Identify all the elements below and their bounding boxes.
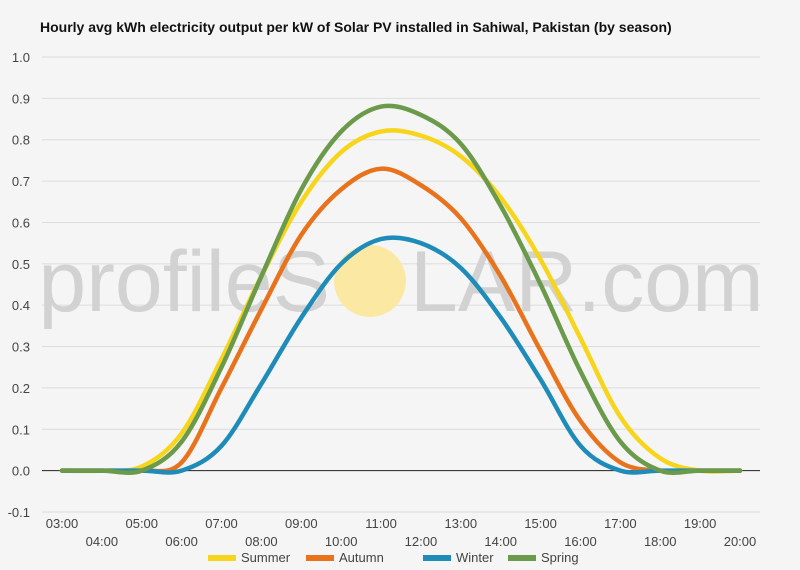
- series-line-winter: [59, 235, 743, 475]
- legend-label: Summer: [241, 550, 291, 565]
- x-tick-label: 19:00: [684, 516, 717, 531]
- x-tick-label: 20:00: [724, 534, 757, 549]
- legend-swatch: [306, 555, 334, 561]
- x-tick-label: 09:00: [285, 516, 318, 531]
- series-line-autumn: [59, 166, 743, 474]
- series-line-spring: [59, 103, 743, 476]
- grid-layer: [42, 56, 760, 513]
- y-tick-label: 0.2: [12, 381, 30, 396]
- legend-swatch: [208, 555, 236, 561]
- x-tick-label: 05:00: [125, 516, 158, 531]
- y-axis-ticks: 1.0 0.9 0.8 0.7 0.6 0.5 0.4 0.3 0.2 0.1 0.0 -0.1: [8, 50, 30, 520]
- x-tick-label: 15:00: [524, 516, 557, 531]
- y-tick-label: 0.5: [12, 257, 30, 272]
- y-tick-label: 0.9: [12, 91, 30, 106]
- watermark: profileS LAR.com: [38, 234, 763, 330]
- legend-swatch: [508, 555, 536, 561]
- y-tick-label: 0.3: [12, 340, 30, 355]
- x-tick-label: 13:00: [445, 516, 478, 531]
- legend-label: Winter: [456, 550, 494, 565]
- x-tick-label: 07:00: [205, 516, 238, 531]
- legend-item-winter[interactable]: Winter: [423, 550, 494, 565]
- x-tick-label: 17:00: [604, 516, 637, 531]
- watermark-text-left: profileS: [38, 234, 330, 330]
- legend[interactable]: Summer Autumn Winter Spring: [208, 550, 579, 565]
- legend-item-spring[interactable]: Spring: [508, 550, 579, 565]
- legend-item-summer[interactable]: Summer: [208, 550, 291, 565]
- watermark-sun-icon: [334, 245, 406, 317]
- y-tick-label: 0.4: [12, 298, 30, 313]
- x-tick-label: 18:00: [644, 534, 677, 549]
- series-lines: [59, 103, 743, 476]
- y-tick-label: 0.6: [12, 215, 30, 230]
- chart-title: Hourly avg kWh electricity output per kW…: [40, 19, 672, 35]
- legend-item-autumn[interactable]: Autumn: [306, 550, 384, 565]
- x-tick-label: 04:00: [86, 534, 119, 549]
- legend-label: Spring: [541, 550, 579, 565]
- series-line-summer: [59, 128, 743, 474]
- legend-swatch: [423, 555, 451, 561]
- x-tick-label: 14:00: [484, 534, 517, 549]
- y-tick-label: 0.1: [12, 422, 30, 437]
- x-tick-label: 10:00: [325, 534, 358, 549]
- x-tick-label: 08:00: [245, 534, 278, 549]
- x-tick-label: 12:00: [405, 534, 438, 549]
- y-tick-label: 0.7: [12, 174, 30, 189]
- x-tick-label: 16:00: [564, 534, 597, 549]
- y-tick-label: 0.8: [12, 133, 30, 148]
- y-tick-label: 1.0: [12, 50, 30, 65]
- x-tick-label: 11:00: [365, 516, 397, 531]
- y-tick-label: 0.0: [12, 464, 30, 479]
- x-tick-label: 06:00: [165, 534, 198, 549]
- legend-label: Autumn: [339, 550, 384, 565]
- x-axis-ticks: 03:00 04:00 05:00 06:00 07:00 08:00 09:00 10:00…: [46, 516, 757, 549]
- watermark-text-right: LAR.com: [410, 234, 764, 330]
- y-tick-label: -0.1: [8, 505, 30, 520]
- x-tick-label: 03:00: [46, 516, 79, 531]
